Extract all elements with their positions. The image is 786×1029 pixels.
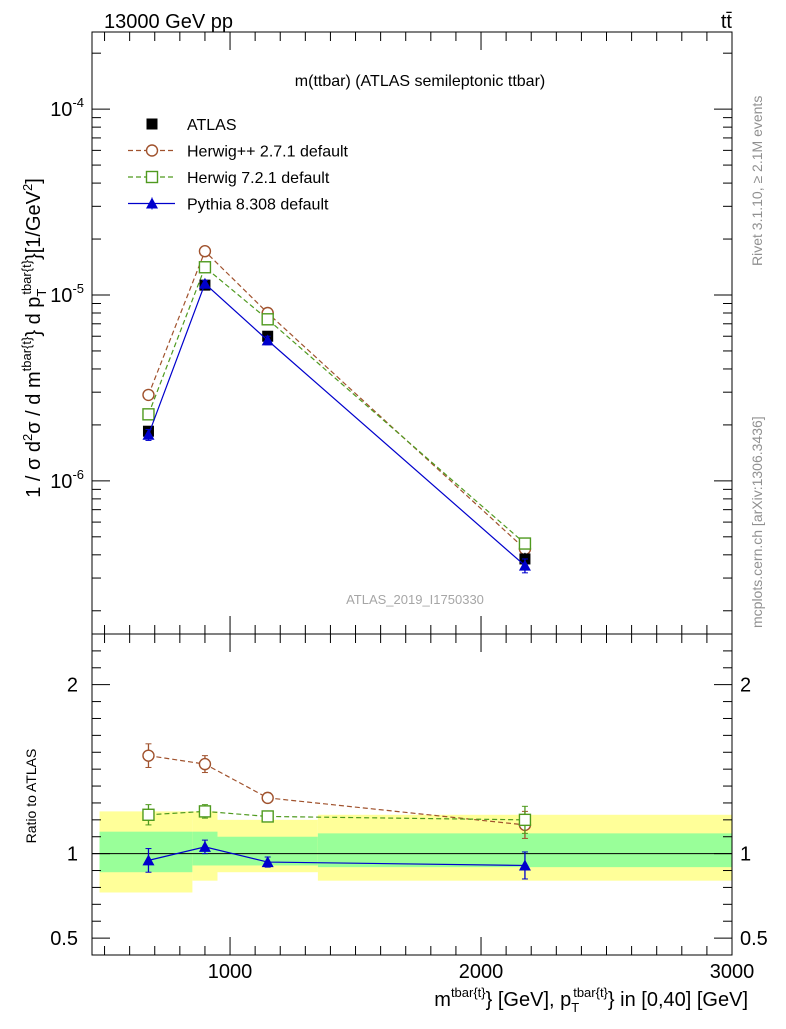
ratio-series-line <box>148 755 526 826</box>
legend-entry-0: ATLAS <box>146 117 237 134</box>
legend-marker <box>146 118 158 130</box>
ratio-y-tick-label-right: 2 <box>740 675 751 697</box>
legend-marker <box>145 170 159 184</box>
ratio-point <box>261 856 274 868</box>
main-y-tick-label: 10-4 <box>50 95 84 121</box>
header-left: 13000 GeV pp <box>104 11 233 33</box>
main-point <box>142 408 155 421</box>
svg-text:1 / σ d2σ / d mtbar{t}} d pTtb: 1 / σ d2σ / d mtbar{t}} d pTtbar{t}}[1/G… <box>19 178 49 498</box>
main-point <box>261 334 274 346</box>
ratio-point <box>142 749 155 762</box>
main-point <box>142 388 155 402</box>
main-point <box>518 537 532 550</box>
main-point <box>261 313 274 326</box>
legend-label: Herwig++ 2.7.1 default <box>187 144 349 161</box>
ratio-point <box>142 808 155 821</box>
ratio-y-tick-label: 0.5 <box>50 928 78 950</box>
legend-marker <box>146 197 158 209</box>
main-point <box>198 261 212 274</box>
ratio-y-tick-label: 2 <box>67 675 78 697</box>
ratio-plot-frame <box>91 633 733 956</box>
main-series-line <box>147 266 526 544</box>
legend-entry-2: Herwig 7.2.1 default <box>128 170 330 187</box>
ratio-point <box>142 854 155 866</box>
ratio-point <box>518 813 532 827</box>
main-point <box>518 559 531 571</box>
x-axis-label: mtbar{t}} [GeV], pTtbar{t}} in [0,40] [G… <box>434 985 748 1015</box>
main-series-0 <box>142 279 531 566</box>
main-series-3 <box>142 277 531 574</box>
main-y-tick-label: 10-5 <box>50 281 84 307</box>
legend-label: ATLAS <box>187 117 237 134</box>
stat-uncertainty-band-0 <box>99 831 193 873</box>
legend-entry-3: Pythia 8.308 default <box>128 197 329 214</box>
main-y-axis-label: 1 / σ d2σ / d mtbar{t}} d pTtbar{t}}[1/G… <box>19 178 49 498</box>
ratio-point <box>198 805 212 818</box>
ratio-y-axis-label: Ratio to ATLAS <box>23 749 39 844</box>
x-tick-label: 3000 <box>710 961 755 983</box>
main-point <box>142 428 155 440</box>
x-tick-label: 2000 <box>459 961 504 983</box>
main-title: m(ttbar) (ATLAS semileptonic ttbar) <box>295 73 545 90</box>
legend-marker <box>145 144 159 157</box>
source-label: mcplots.cern.ch [arXiv:1306.3436] <box>749 416 765 628</box>
legend-label: Herwig 7.2.1 default <box>187 170 330 187</box>
ratio-point <box>261 810 274 823</box>
main-point <box>198 245 212 258</box>
analysis-watermark: ATLAS_2019_I1750330 <box>346 592 484 607</box>
header-right: tt̄ <box>721 11 733 33</box>
legend-label: Pythia 8.308 default <box>187 197 329 214</box>
svg-text:mtbar{t}} [GeV], pTtbar{t}} in: mtbar{t}} [GeV], pTtbar{t}} in [0,40] [G… <box>434 985 748 1015</box>
main-point <box>198 277 211 289</box>
ratio-point <box>261 791 274 805</box>
x-tick-label: 1000 <box>208 961 253 983</box>
ratio-y-tick-label-right: 0.5 <box>740 928 768 950</box>
ratio-point <box>198 840 211 852</box>
ratio-point <box>518 859 531 871</box>
ratio-y-tick-label: 1 <box>67 844 78 866</box>
main-series-2 <box>142 261 532 550</box>
ratio-series-1 <box>142 804 532 834</box>
rivet-label: Rivet 3.1.10, ≥ 2.1M events <box>749 96 765 266</box>
ratio-series-2 <box>142 839 531 880</box>
legend-entry-1: Herwig++ 2.7.1 default <box>128 144 349 161</box>
ratio-y-tick-label-right: 1 <box>740 844 751 866</box>
main-series-line <box>147 282 526 567</box>
ratio-series-line <box>148 846 525 867</box>
ratio-series-line <box>148 810 525 821</box>
main-y-tick-label: 10-6 <box>50 467 84 493</box>
ratio-point <box>198 757 212 771</box>
